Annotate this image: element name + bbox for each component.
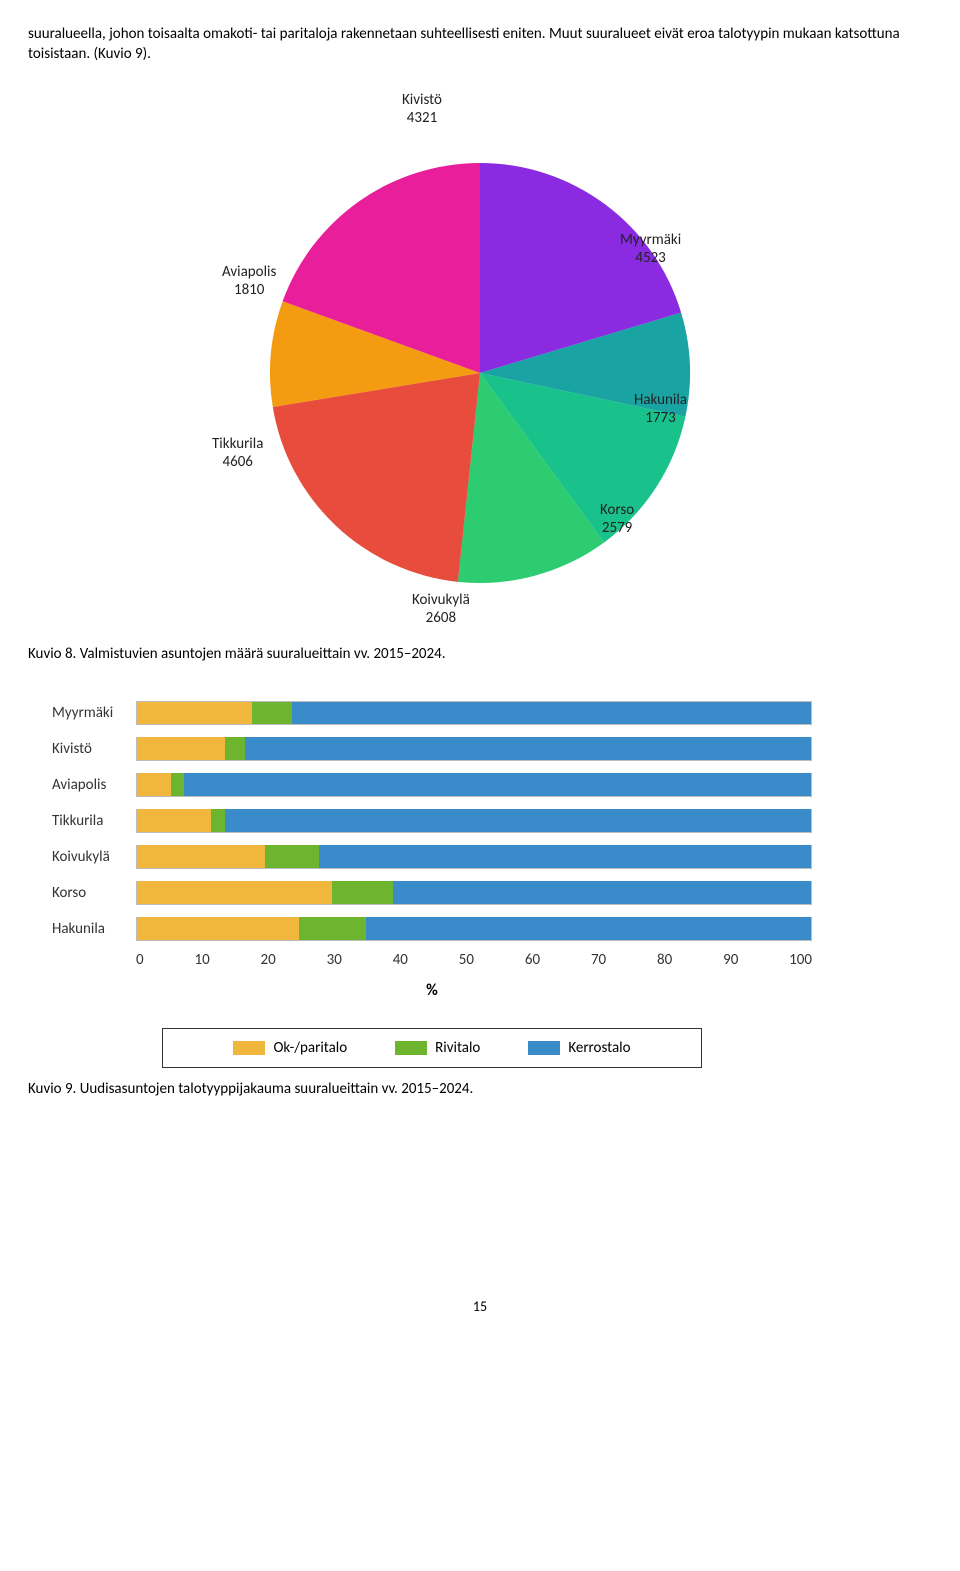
pie-chart: Myyrmäki4523 Hakunila1773 Korso2579 Koivuky… [200, 83, 760, 643]
bar-track [136, 845, 812, 869]
x-tick: 70 [591, 951, 606, 969]
x-tick: 20 [261, 951, 276, 969]
bar-segment-ok [137, 809, 211, 832]
caption-kuvio-8: Kuvio 8. Valmistuvien asuntojen määrä su… [28, 645, 932, 663]
page-number: 15 [28, 1298, 932, 1315]
bar-category-label: Korso [52, 884, 136, 902]
bar-track [136, 809, 812, 833]
bar-track [136, 917, 812, 941]
pie-label-myyrmäki: Myyrmäki4523 [620, 231, 681, 267]
pie-svg [200, 83, 760, 643]
pie-slice-tikkurila [273, 373, 480, 582]
bar-row: Aviapolis [52, 767, 812, 803]
pie-label-korso: Korso2579 [600, 501, 634, 537]
bar-track [136, 701, 812, 725]
bar-segment-rivi [211, 809, 224, 832]
pie-label-tikkurila: Tikkurila4606 [212, 435, 263, 471]
bar-row: Myyrmäki [52, 695, 812, 731]
bar-track [136, 881, 812, 905]
legend-label: Kerrostalo [568, 1039, 630, 1057]
bar-segment-ok [137, 773, 171, 796]
x-tick: 50 [459, 951, 474, 969]
x-axis-label: % [52, 981, 812, 1000]
x-tick: 60 [525, 951, 540, 969]
legend-item: Ok-/paritalo [233, 1039, 347, 1057]
bar-segment-ok [137, 702, 252, 724]
bar-category-label: Tikkurila [52, 812, 136, 830]
x-tick: 0 [136, 951, 144, 969]
bar-segment-kerros [319, 845, 811, 868]
bar-row: Hakunila [52, 911, 812, 947]
caption-kuvio-9: Kuvio 9. Uudisasuntojen talotyyppijakaum… [28, 1080, 932, 1098]
legend-item: Kerrostalo [528, 1039, 630, 1057]
bar-row: Kivistö [52, 731, 812, 767]
intro-paragraph: suuralueella, johon toisaalta omakoti- t… [28, 24, 932, 65]
stacked-bar-chart: Myyrmäki Kivistö Aviapolis Tikkurila Koivuky… [52, 695, 812, 1068]
legend-swatch [233, 1041, 265, 1055]
x-tick: 10 [194, 951, 209, 969]
bar-category-label: Aviapolis [52, 776, 136, 794]
x-tick: 90 [723, 951, 738, 969]
pie-label-koivukylä: Koivukylä2608 [412, 591, 470, 627]
legend-label: Ok-/paritalo [273, 1039, 347, 1057]
legend-label: Rivitalo [435, 1039, 480, 1057]
x-axis: 0 10 20 30 40 50 60 70 80 90 100 [52, 951, 812, 969]
bar-segment-kerros [366, 917, 811, 940]
legend: Ok-/paritalo Rivitalo Kerrostalo [162, 1028, 702, 1068]
bar-category-label: Kivistö [52, 740, 136, 758]
bar-segment-ok [137, 737, 225, 760]
bar-row: Koivukylä [52, 839, 812, 875]
bar-row: Tikkurila [52, 803, 812, 839]
legend-item: Rivitalo [395, 1039, 480, 1057]
x-tick: 80 [657, 951, 672, 969]
legend-swatch [528, 1041, 560, 1055]
bar-segment-kerros [245, 737, 811, 760]
bar-segment-rivi [252, 702, 292, 724]
bar-segment-rivi [265, 845, 319, 868]
pie-label-hakunila: Hakunila1773 [634, 391, 687, 427]
bar-track [136, 773, 812, 797]
bar-row: Korso [52, 875, 812, 911]
x-tick: 30 [327, 951, 342, 969]
bar-segment-ok [137, 845, 265, 868]
bar-segment-rivi [225, 737, 245, 760]
bar-segment-rivi [332, 881, 393, 904]
x-tick: 40 [393, 951, 408, 969]
bar-category-label: Koivukylä [52, 848, 136, 866]
bar-segment-kerros [184, 773, 811, 796]
bar-segment-ok [137, 881, 332, 904]
bar-segment-rivi [299, 917, 366, 940]
legend-swatch [395, 1041, 427, 1055]
bar-segment-kerros [225, 809, 811, 832]
bar-track [136, 737, 812, 761]
bar-segment-rivi [171, 773, 184, 796]
bar-segment-ok [137, 917, 299, 940]
pie-label-kivistö: Kivistö4321 [402, 91, 442, 127]
x-tick: 100 [789, 951, 812, 969]
bar-segment-kerros [292, 702, 811, 724]
bar-segment-kerros [393, 881, 811, 904]
bar-category-label: Hakunila [52, 920, 136, 938]
bar-category-label: Myyrmäki [52, 704, 136, 722]
pie-label-aviapolis: Aviapolis1810 [222, 263, 276, 299]
